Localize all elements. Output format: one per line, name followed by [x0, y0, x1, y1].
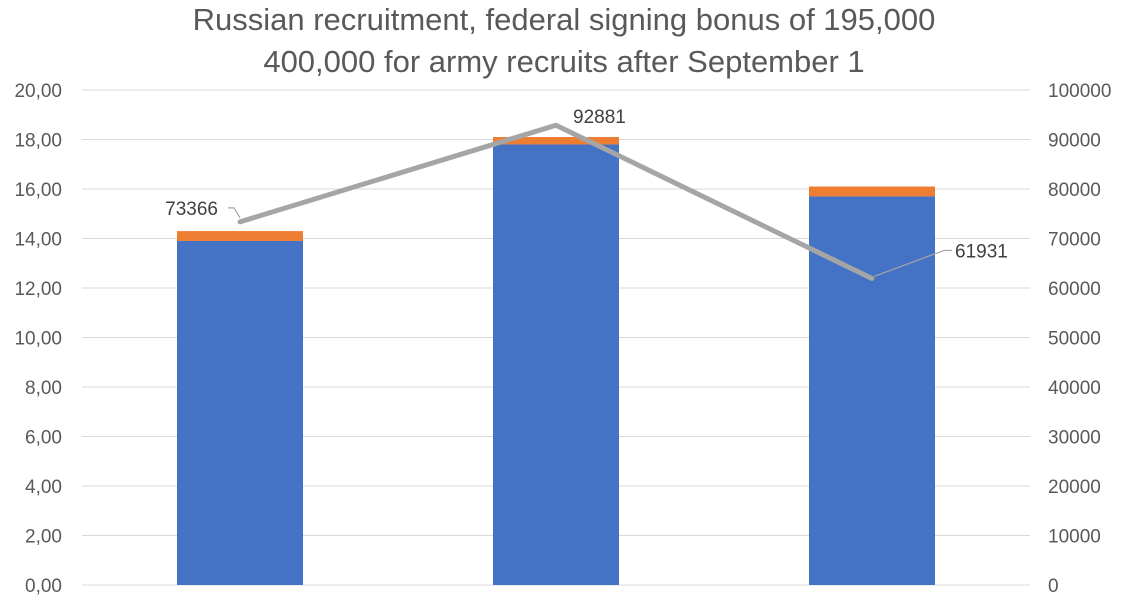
left-axis-tick-label: 8,00: [25, 378, 62, 399]
left-axis-tick-label: 20,00: [14, 81, 62, 102]
right-axis-tick-label: 90000: [1048, 131, 1101, 152]
right-axis-tick-label: 50000: [1048, 329, 1101, 350]
left-axis-tick-label: 10,00: [14, 329, 62, 350]
data-label: 92881: [573, 107, 626, 128]
left-axis-tick-label: 12,00: [14, 279, 62, 300]
left-axis-tick-label: 14,00: [14, 230, 62, 251]
left-axis-tick-label: 2,00: [25, 527, 62, 548]
right-axis-tick-label: 40000: [1048, 378, 1101, 399]
bar-segment-top: [177, 231, 303, 241]
right-axis-ticks: 0 10000 20000 30000 40000 50000 60000 70000 8000…: [1048, 81, 1111, 597]
bar-series: [177, 137, 935, 586]
left-axis-tick-label: 4,00: [25, 477, 62, 498]
right-axis-tick-label: 0: [1048, 576, 1059, 597]
right-axis-tick-label: 60000: [1048, 279, 1101, 300]
right-axis-tick-label: 100000: [1048, 81, 1111, 102]
left-axis-tick-label: 0,00: [25, 576, 62, 597]
right-axis-tick-label: 30000: [1048, 428, 1101, 449]
right-axis-tick-label: 10000: [1048, 527, 1101, 548]
left-axis-ticks: 0,00 2,00 4,00 6,00 8,00 10,00 12,00 14,00 16,00…: [14, 81, 62, 597]
bar-segment-top: [809, 186, 935, 197]
right-axis-tick-label: 20000: [1048, 477, 1101, 498]
chart-title-line-2: 400,000 for army recruits after Septembe…: [263, 44, 865, 79]
right-axis-tick-label: 80000: [1048, 180, 1101, 201]
left-axis-tick-label: 18,00: [14, 131, 62, 152]
left-axis-tick-label: 16,00: [14, 180, 62, 201]
data-label: 73366: [165, 199, 218, 220]
data-label: 61931: [955, 241, 1008, 262]
bar-segment-top: [493, 137, 619, 145]
left-axis-tick-label: 6,00: [25, 428, 62, 449]
data-label-leader: [228, 207, 241, 219]
line-series-path: [237, 122, 875, 281]
data-labels: 73366 92881 61931: [165, 107, 1008, 278]
right-axis-tick-label: 70000: [1048, 230, 1101, 251]
chart-title-line-1: Russian recruitment, federal signing bon…: [192, 2, 936, 37]
bar-segment-base: [493, 144, 619, 585]
data-label-leader: [873, 249, 952, 278]
line-series: [237, 122, 875, 281]
bar-segment-base: [177, 240, 303, 585]
